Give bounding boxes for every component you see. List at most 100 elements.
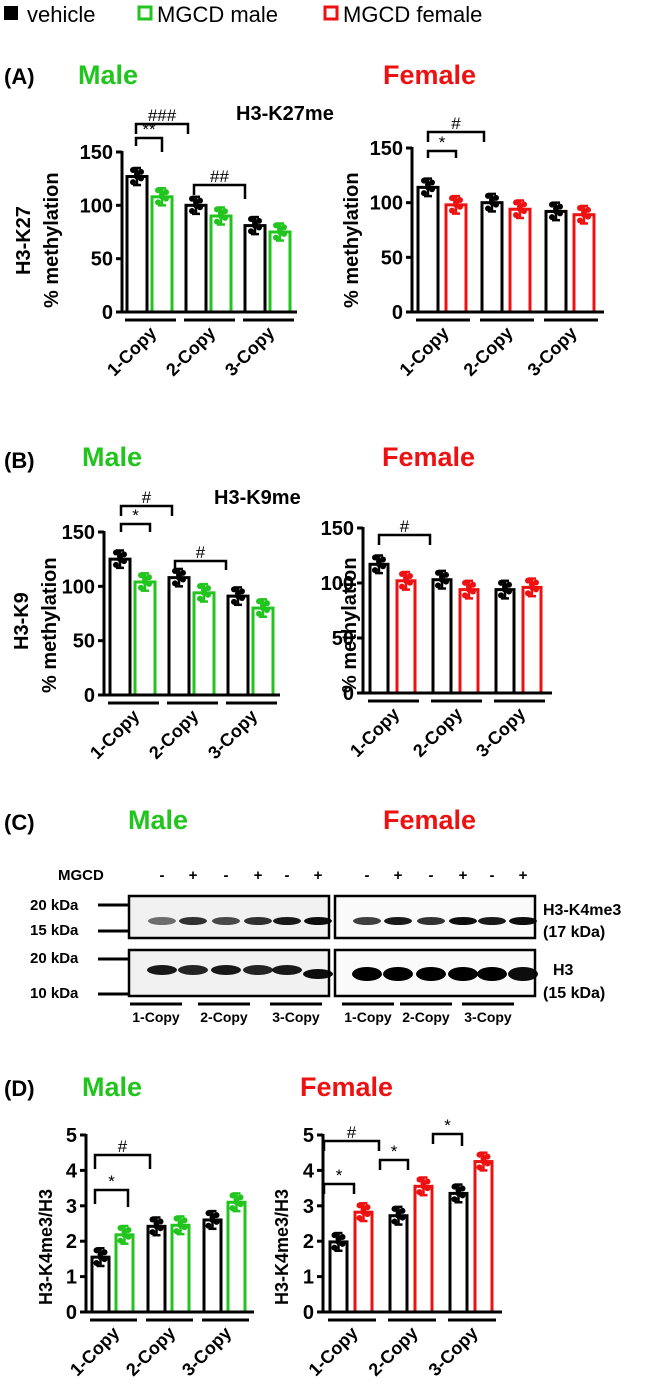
data-point bbox=[134, 173, 140, 180]
significance-label: # bbox=[196, 543, 206, 562]
data-point bbox=[476, 1151, 483, 1158]
significance-bracket bbox=[378, 1158, 410, 1170]
data-point bbox=[155, 187, 161, 194]
data-point bbox=[235, 593, 241, 600]
panel-b-center-title: H3-K9me bbox=[214, 487, 301, 509]
data-point bbox=[455, 1190, 462, 1197]
panel-a-center-title: H3-K27me bbox=[236, 103, 334, 125]
band-h3k4me3 bbox=[509, 917, 537, 925]
bar-vehicle bbox=[431, 578, 453, 695]
marker-15kda-top: 15 kDa bbox=[30, 922, 79, 939]
data-point bbox=[197, 583, 203, 590]
x-category-label: 2-Copy bbox=[365, 1323, 422, 1380]
data-point bbox=[549, 201, 555, 208]
y-tick-label: 100 bbox=[321, 573, 354, 595]
legend: vehicle MGCD male MGCD female bbox=[4, 2, 482, 27]
legend-female-label: MGCD female bbox=[343, 2, 482, 27]
x-category-label: 1-Copy bbox=[396, 323, 453, 380]
y-tick-label: 0 bbox=[392, 302, 403, 324]
y-tick-label: 5 bbox=[303, 1125, 314, 1147]
band-h3k4me3 bbox=[384, 917, 412, 925]
data-point bbox=[391, 1205, 398, 1212]
data-point bbox=[273, 222, 279, 229]
significance-label: # bbox=[347, 1123, 357, 1142]
band-h3k4me3 bbox=[478, 917, 506, 925]
lane-group-label: 2-Copy bbox=[402, 1009, 450, 1025]
significance-label: * bbox=[132, 506, 139, 525]
lane-group-label: 3-Copy bbox=[272, 1009, 320, 1025]
data-point bbox=[399, 583, 405, 590]
bar-vehicle bbox=[494, 588, 516, 695]
mgcd-sign: + bbox=[519, 867, 528, 884]
significance-bracket bbox=[134, 136, 164, 152]
data-point bbox=[117, 556, 123, 563]
significance-label: * bbox=[444, 1116, 451, 1135]
data-point bbox=[517, 206, 523, 213]
data-point bbox=[462, 592, 468, 599]
panel-c-female-title: Female bbox=[383, 805, 476, 835]
band-h3 bbox=[416, 967, 446, 981]
data-point bbox=[407, 572, 413, 579]
data-point bbox=[177, 1222, 184, 1229]
bar-mgcd bbox=[473, 1160, 494, 1314]
data-point bbox=[429, 179, 435, 186]
data-point bbox=[403, 577, 409, 584]
data-point bbox=[130, 166, 136, 173]
data-point bbox=[360, 1209, 367, 1216]
data-point bbox=[459, 1185, 466, 1192]
data-point bbox=[451, 1183, 458, 1190]
y-tick-label: 1 bbox=[66, 1267, 77, 1289]
x-category-label: 2-Copy bbox=[122, 1323, 179, 1380]
panel-d-letter: (D) bbox=[4, 1076, 35, 1101]
significance-label: # bbox=[400, 517, 410, 536]
data-point bbox=[138, 584, 144, 591]
significance-bracket bbox=[377, 533, 432, 545]
panel-c-letter: (C) bbox=[4, 810, 35, 835]
data-point bbox=[205, 585, 211, 592]
y-tick-label: 1 bbox=[303, 1267, 314, 1289]
band-h3 bbox=[383, 967, 413, 981]
significance-bracket bbox=[93, 1188, 130, 1207]
blot-male-top bbox=[127, 894, 331, 940]
legend-male-label: MGCD male bbox=[157, 2, 278, 27]
x-category-label: 3-Copy bbox=[221, 323, 278, 380]
band-h3k4me3 bbox=[179, 917, 207, 925]
panel-a-female-title: Female bbox=[383, 60, 476, 90]
significance-bracket bbox=[426, 130, 486, 142]
data-point bbox=[376, 561, 382, 568]
y-tick-label: 100 bbox=[80, 195, 113, 217]
x-category-label: 1-Copy bbox=[346, 704, 403, 761]
band-h3k4me3 bbox=[148, 917, 176, 925]
panel-b-letter: (B) bbox=[4, 448, 35, 473]
data-point bbox=[117, 1225, 124, 1232]
significance-bracket bbox=[173, 559, 228, 570]
panel-c-male-title: Male bbox=[128, 805, 188, 835]
y-tick-label: 0 bbox=[343, 683, 354, 705]
x-category-label: 3-Copy bbox=[204, 706, 261, 763]
significance-label: * bbox=[108, 1172, 115, 1191]
data-point bbox=[197, 595, 203, 602]
data-point bbox=[130, 179, 136, 186]
data-point bbox=[577, 204, 583, 211]
significance-bracket bbox=[134, 122, 190, 134]
data-point bbox=[260, 605, 266, 612]
bar-mgcd bbox=[413, 1184, 434, 1314]
blot-female-top bbox=[333, 894, 537, 940]
bar-mgcd bbox=[353, 1210, 374, 1314]
bar-vehicle bbox=[368, 562, 390, 695]
lane-groups: 1-Copy 2-Copy 3-Copy 1-Copy 2-Copy 3-Copy bbox=[130, 1002, 514, 1025]
bar-mgcd bbox=[251, 606, 275, 697]
data-point bbox=[93, 1247, 100, 1254]
panel-a-male-title: Male bbox=[78, 60, 138, 90]
lane-group-label: 3-Copy bbox=[464, 1009, 512, 1025]
data-point bbox=[163, 189, 169, 196]
band-h3 bbox=[211, 965, 241, 975]
bar-vehicle bbox=[416, 185, 440, 314]
significance-label: * bbox=[391, 1142, 398, 1161]
y-tick-label: 150 bbox=[80, 142, 113, 164]
mgcd-sign: - bbox=[490, 867, 495, 884]
x-category-label: 3-Copy bbox=[472, 704, 529, 761]
y-tick-label: 50 bbox=[91, 249, 113, 271]
